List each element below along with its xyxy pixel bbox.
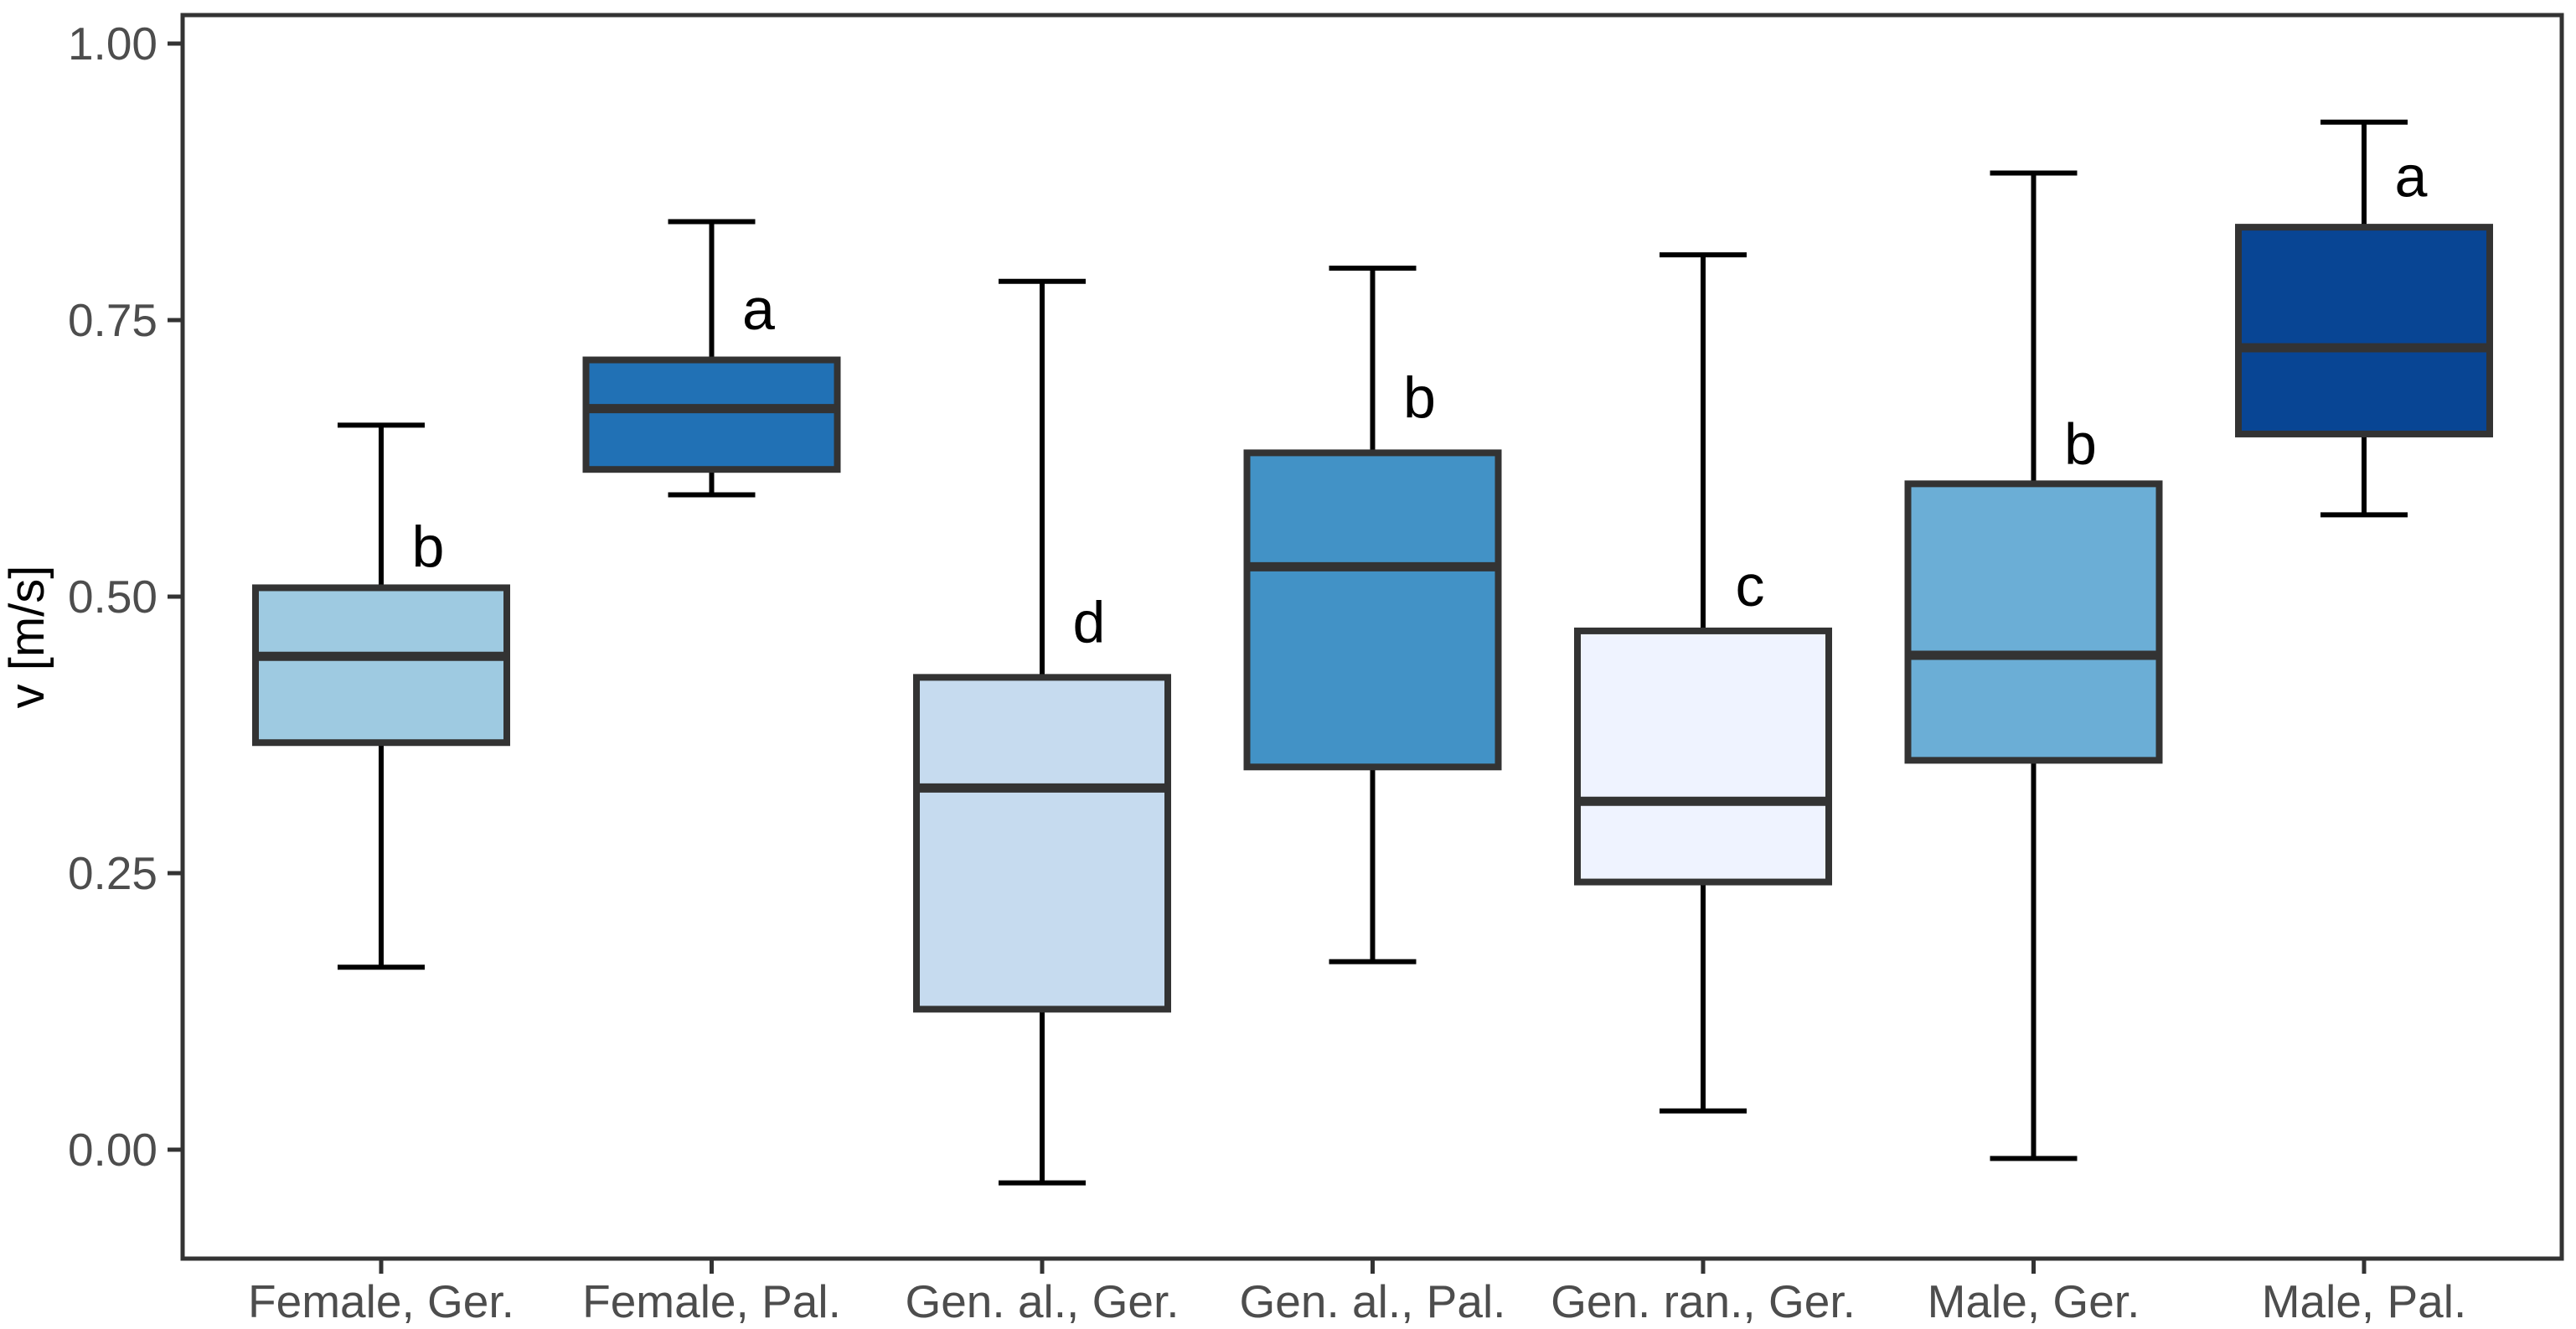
x-tick-label: Gen. al., Pal. — [1240, 1275, 1506, 1327]
sig-letter-gen-al-pal: b — [1403, 365, 1436, 430]
x-tick-label: Female, Pal. — [582, 1275, 841, 1327]
x-tick-label: Gen. ran., Ger. — [1551, 1275, 1856, 1327]
x-axis-ticks: Female, Ger. Female, Pal. Gen. al., Ger. Ge… — [248, 1259, 2466, 1327]
iqr-box — [913, 674, 1171, 1013]
boxplot-gen-ran-ger — [1574, 252, 1832, 1114]
x-tick-label: Male, Pal. — [2262, 1275, 2467, 1327]
iqr-box — [252, 584, 510, 747]
boxplot-male-ger — [1904, 170, 2163, 1161]
sig-letter-male-pal: a — [2395, 143, 2428, 209]
y-tick-label: 1.00 — [68, 18, 157, 70]
y-tick-label: 0.75 — [68, 294, 157, 346]
y-tick-label: 0.50 — [68, 571, 157, 623]
boxplot-male-pal — [2235, 119, 2493, 518]
iqr-box — [1574, 627, 1832, 886]
sig-letter-gen-al-ger: d — [1073, 589, 1106, 654]
boxplot-series — [252, 119, 2493, 1186]
y-tick-label: 0.00 — [68, 1124, 157, 1176]
x-tick-label: Female, Ger. — [248, 1275, 514, 1327]
boxplot-gen-al-pal — [1243, 265, 1502, 964]
iqr-box — [1243, 449, 1502, 771]
x-tick-label: Male, Ger. — [1928, 1275, 2140, 1327]
iqr-box — [1904, 480, 2163, 764]
sig-letter-gen-ran-ger: c — [1736, 553, 1765, 618]
significance-letters: b a d b c b a — [412, 143, 2428, 654]
sig-letter-female-pal: a — [742, 277, 775, 342]
y-axis-title: v [m/s] — [0, 566, 54, 709]
iqr-box — [2235, 224, 2493, 437]
sig-letter-female-ger: b — [412, 515, 445, 580]
boxplot-female-ger — [252, 422, 510, 970]
boxplot-gen-al-ger — [913, 278, 1171, 1186]
boxplot-female-pal — [582, 219, 841, 498]
x-tick-label: Gen. al., Ger. — [905, 1275, 1179, 1327]
sig-letter-male-ger: b — [2064, 411, 2097, 477]
y-tick-label: 0.25 — [68, 847, 157, 899]
iqr-box — [582, 356, 841, 473]
y-axis-ticks: 0.00 0.25 0.50 0.75 1.00 — [68, 18, 183, 1176]
